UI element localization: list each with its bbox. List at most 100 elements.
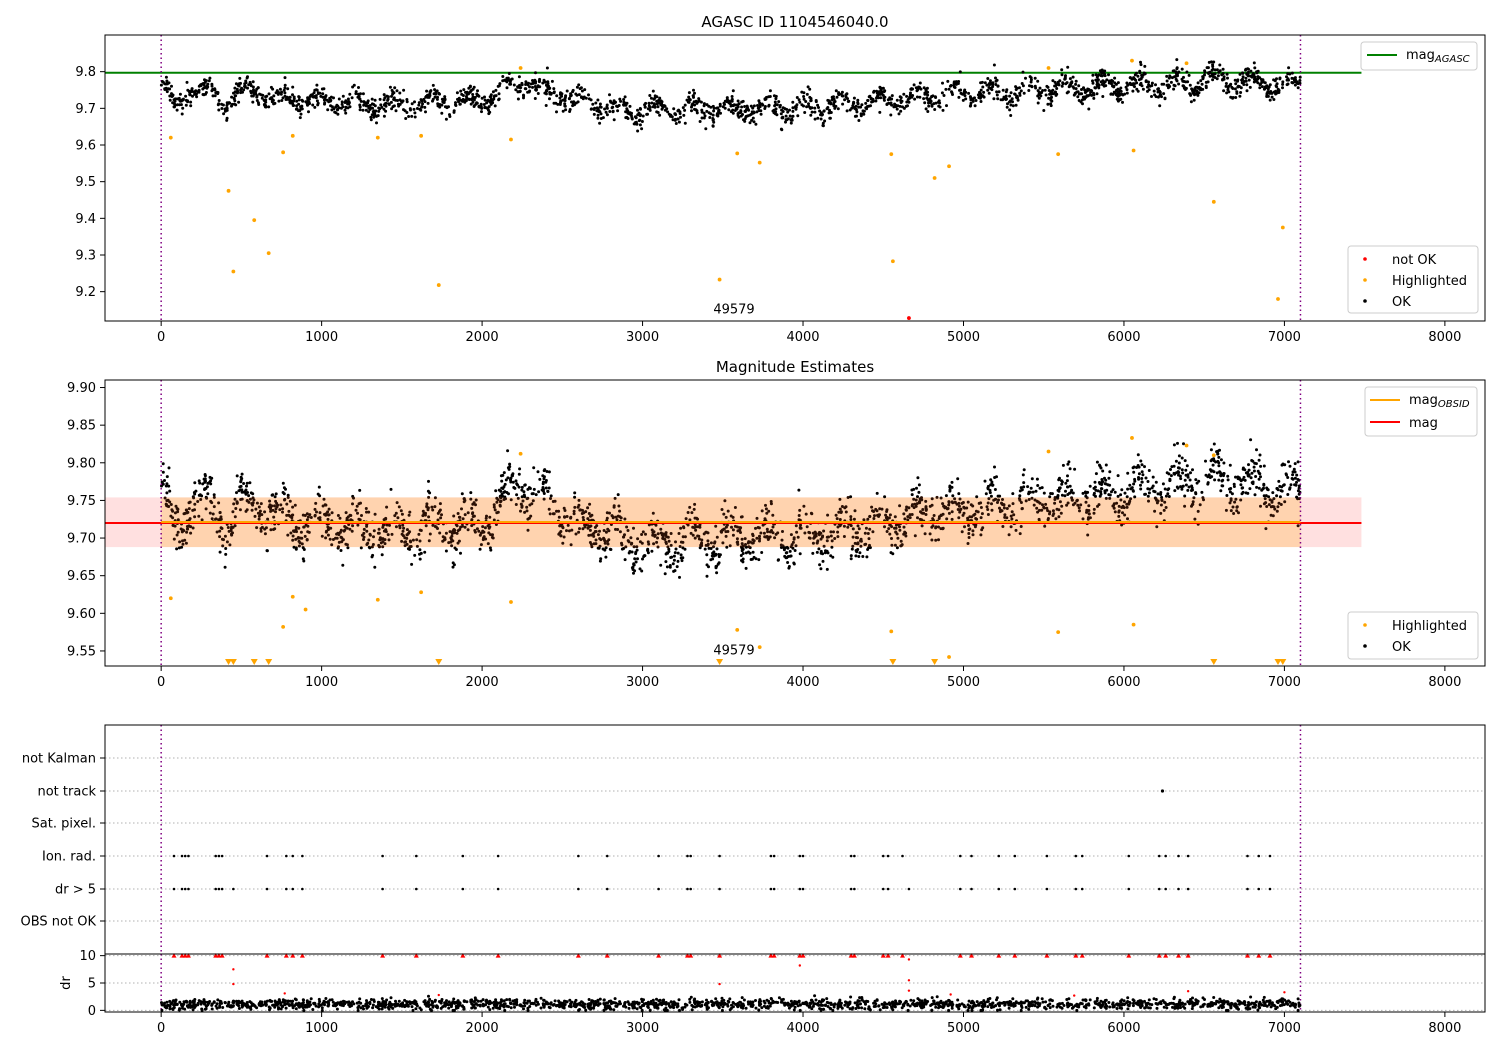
panel-magnitude-ok-point — [758, 535, 761, 538]
panel-magnitude-ok-point — [1182, 485, 1185, 488]
panel-agasc-highlighted-point — [267, 251, 271, 255]
panel-agasc-legend-bottom: not OK Highlighted OK — [1348, 246, 1478, 313]
panel-magnitude-ok-point — [812, 542, 815, 545]
panel-magnitude-ok-point — [652, 512, 655, 515]
panel-magnitude-ok-point — [736, 537, 739, 540]
panel-agasc-ok-point — [917, 86, 920, 89]
panel-agasc-ok-point — [291, 86, 294, 89]
panel-flags-ion-rad-point — [686, 855, 689, 858]
panel-agasc-ok-point — [700, 109, 703, 112]
panel-magnitude-ok-point — [831, 539, 834, 542]
panel-magnitude-ok-point — [1025, 499, 1028, 502]
panel-magnitude-ok-point — [258, 506, 261, 509]
panel-agasc-ok-point — [809, 114, 812, 117]
panel-magnitude-ok-point — [1041, 486, 1044, 489]
panel-magnitude-highlighted-point — [376, 598, 380, 602]
panel-agasc-ok-point — [1074, 83, 1077, 86]
panel-magnitude-ok-point — [337, 514, 340, 517]
panel-agasc-ok-point — [555, 110, 558, 113]
panel-magnitude-ok-point — [362, 538, 365, 541]
panel-magnitude-ok-point — [204, 480, 207, 483]
panel-magnitude-ok-point — [1160, 504, 1163, 507]
panel-magnitude-ok-point — [1190, 489, 1193, 492]
panel-agasc-ok-point — [753, 104, 756, 107]
panel-magnitude-ok-point — [981, 526, 984, 529]
panel-magnitude-ok-point — [374, 513, 377, 516]
panel-magnitude-ok-point — [327, 534, 330, 537]
panel-agasc-ok-point — [867, 105, 870, 108]
panel-agasc-ok-point — [244, 80, 247, 83]
panel-magnitude-ok-point — [890, 544, 893, 547]
panel-magnitude-ok-point — [783, 555, 786, 558]
panel-magnitude-ok-point — [1139, 488, 1142, 491]
panel-magnitude-ok-point — [627, 529, 630, 532]
panel-magnitude-ok-point — [287, 496, 290, 499]
panel-agasc-ok-point — [902, 93, 905, 96]
panel-agasc-ok-point — [195, 92, 198, 95]
panel-agasc-ok-point — [880, 87, 883, 90]
panel-agasc-ok-point — [657, 105, 660, 108]
panel-agasc-ok-point — [703, 112, 706, 115]
panel-agasc-ok-point — [1222, 68, 1225, 71]
panel-magnitude-ok-point — [877, 513, 880, 516]
panel-magnitude-ok-point — [467, 528, 470, 531]
panel-flags-dr-point — [970, 888, 973, 891]
panel-magnitude-ok-point — [782, 546, 785, 549]
panel-agasc-ok-point — [1048, 93, 1051, 96]
panel-magnitude-ok-point — [975, 518, 978, 521]
panel-agasc-ok-point — [411, 102, 414, 105]
panel-magnitude-ok-point — [1032, 491, 1035, 494]
panel-flags-dr-point — [959, 888, 962, 891]
panel-magnitude-ok-point — [406, 533, 409, 536]
panel-agasc-highlighted-point — [891, 259, 895, 263]
panel-magnitude-ok-point — [185, 509, 188, 512]
panel-magnitude-ok-point — [1227, 478, 1230, 481]
panel-magnitude-ok-point — [294, 504, 297, 507]
panel-agasc-ok-point — [1253, 66, 1256, 69]
panel-magnitude-ok-point — [732, 534, 735, 537]
panel-agasc-ok-point — [1037, 102, 1040, 105]
panel-agasc-ok-point — [655, 110, 658, 113]
panel-agasc-ok-point — [1235, 90, 1238, 93]
panel-magnitude-ok-point — [548, 487, 551, 490]
panel-magnitude-ok-point — [201, 518, 204, 521]
panel-magnitude-ok-point — [1164, 488, 1167, 491]
panel-magnitude-ok-point — [788, 565, 791, 568]
panel-magnitude-ok-point — [657, 546, 660, 549]
panel-agasc-ok-point — [1245, 83, 1248, 86]
panel-magnitude-x-tick-label: 4000 — [786, 675, 819, 690]
panel-magnitude-ok-point — [493, 506, 496, 509]
panel-agasc-ok-point — [817, 106, 820, 109]
panel-flags-dr-point — [184, 888, 187, 891]
panel-magnitude-ok-point — [227, 526, 230, 529]
panel-agasc-ok-point — [653, 103, 656, 106]
panel-agasc-ok-point — [1298, 79, 1301, 82]
panel-magnitude-ok-point — [419, 529, 422, 532]
panel-agasc-ok-point — [456, 91, 459, 94]
panel-magnitude-y-tick-label: 9.85 — [67, 419, 96, 434]
panel-magnitude-ok-point — [1054, 517, 1057, 520]
legend-label-sub: AGASC — [1434, 54, 1470, 65]
panel-magnitude-ok-point — [378, 545, 381, 548]
panel-magnitude-ok-point — [1286, 493, 1289, 496]
panel-agasc-ok-point — [298, 98, 301, 101]
panel-magnitude-ok-point — [820, 550, 823, 553]
panel-magnitude-ok-point — [402, 527, 405, 530]
panel-agasc-ok-point — [652, 98, 655, 101]
panel-magnitude-ok-point — [463, 500, 466, 503]
panel-magnitude-ok-point — [675, 548, 678, 551]
panel-agasc-ok-point — [1161, 83, 1164, 86]
panel-magnitude-ok-point — [620, 543, 623, 546]
panel-magnitude-x-tick-label: 6000 — [1107, 675, 1140, 690]
panel-agasc-ok-point — [1129, 76, 1132, 79]
panel-magnitude-ok-point — [665, 553, 668, 556]
panel-magnitude-ok-point — [476, 527, 479, 530]
panel-agasc-ok-point — [185, 104, 188, 107]
panel-magnitude-ok-point — [772, 526, 775, 529]
panel-agasc-ok-point — [545, 89, 548, 92]
panel-magnitude-ok-point — [750, 558, 753, 561]
panel-agasc-ok-point — [414, 116, 417, 119]
panel-magnitude-highlighted-point — [291, 595, 295, 599]
panel-magnitude-ok-point — [1029, 491, 1032, 494]
panel-magnitude-ok-point — [365, 507, 368, 510]
